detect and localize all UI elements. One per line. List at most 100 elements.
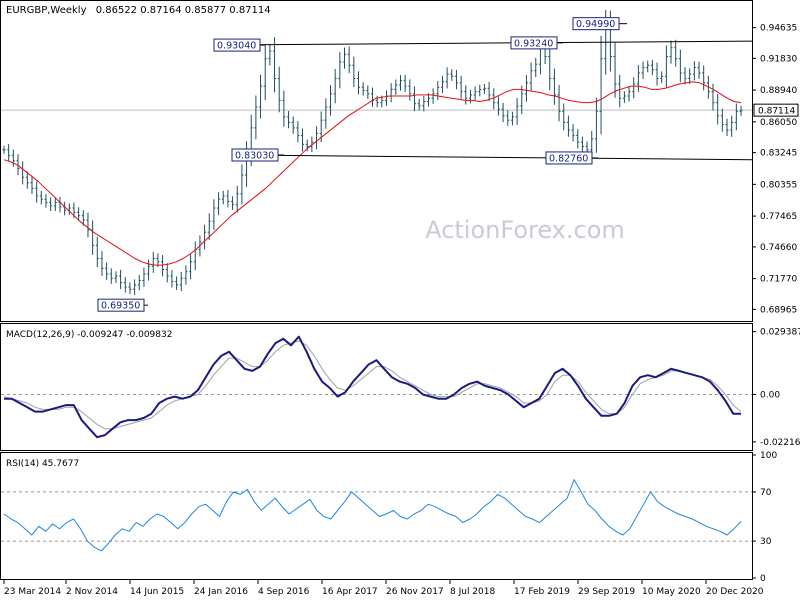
price-annotation-label: 0.93240 (514, 38, 553, 49)
price-bar (165, 263, 169, 283)
price-y-tick-label: 0.71770 (760, 275, 797, 285)
macd-line (4, 335, 741, 439)
price-bar (492, 88, 496, 110)
price-bar (548, 44, 552, 91)
price-annotation: 0.94990 (572, 17, 627, 31)
price-bar (123, 277, 127, 293)
watermark-text: ActionForex.com (425, 216, 625, 244)
price-layer: 0.93040 0.93240 0.94990 0.83030 0.82760 0.693… (1, 9, 753, 312)
price-bar (193, 241, 197, 271)
price-bar (100, 251, 104, 276)
price-bar (333, 68, 337, 104)
price-bar (175, 276, 179, 291)
price-bar (357, 71, 361, 95)
price-bar (207, 213, 211, 241)
price-bar (571, 124, 575, 142)
price-bar (273, 37, 277, 93)
price-bar (454, 69, 458, 90)
price-bar (189, 254, 193, 280)
price-bar (53, 197, 57, 211)
price-bar (398, 75, 402, 91)
price-bar (109, 268, 113, 284)
price-bar (371, 87, 374, 107)
price-bar (496, 96, 500, 116)
price-bar (21, 161, 25, 185)
price-bar (739, 105, 743, 116)
price-bar (44, 194, 48, 208)
price-bar (459, 75, 463, 99)
x-tick-label: 20 Dec 2020 (706, 587, 764, 597)
price-bar (277, 66, 281, 113)
price-bar (296, 121, 300, 143)
price-bar (226, 190, 230, 208)
price-y-tick-label: 0.68965 (760, 305, 797, 315)
price-bar (39, 190, 43, 205)
price-bar (16, 154, 20, 176)
rsi-layer: RSI(14) 45.7677 (1, 459, 752, 552)
rsi-y-tick-label: 30 (760, 537, 772, 547)
price-bar (506, 110, 510, 126)
price-bar (133, 279, 137, 295)
price-bar (664, 45, 668, 88)
price-bar (231, 196, 235, 210)
price-bar (552, 68, 556, 105)
price-annotation-box (231, 148, 279, 162)
price-bar (711, 83, 715, 111)
price-bar (678, 49, 682, 83)
price-bar (692, 61, 696, 81)
price-bar (2, 145, 6, 154)
price-bar (473, 86, 477, 101)
x-tick-label: 14 Jun 2015 (130, 587, 184, 597)
price-y-tick-label: 0.88940 (760, 86, 797, 96)
price-bar (408, 79, 412, 101)
price-bar (254, 95, 258, 140)
price-y-tick-label: 0.94635 (760, 24, 797, 34)
price-bar (720, 108, 724, 132)
macd-title: MACD(12,26,9) -0.009247 -0.009832 (6, 330, 172, 340)
price-bar (576, 129, 580, 149)
price-bar (445, 67, 449, 89)
price-bar (30, 176, 34, 195)
current-price-label: 0.87114 (758, 107, 795, 117)
price-annotation-box (572, 17, 620, 31)
price-bar (557, 85, 561, 122)
price-bar (184, 265, 188, 285)
x-tick-label: 26 Nov 2017 (386, 587, 444, 597)
x-tick-label: 8 Jul 2018 (450, 587, 495, 597)
price-annotation-label: 0.82760 (549, 153, 588, 164)
price-bar (343, 47, 347, 69)
price-bar (137, 274, 141, 291)
price-bar (58, 196, 62, 213)
price-bar (245, 141, 249, 187)
price-bar (301, 128, 305, 152)
moving-average-line (3, 81, 742, 266)
price-y-tick-label: 0.74660 (760, 243, 797, 253)
price-bar (305, 139, 309, 152)
x-tick-label: 23 Mar 2014 (4, 587, 61, 597)
current-price-box (753, 103, 799, 117)
price-bar (179, 271, 183, 292)
price-bar (674, 39, 678, 67)
price-bar (25, 171, 29, 189)
price-bar (487, 82, 491, 102)
price-bar (291, 116, 295, 134)
rsi-y-tick-label: 100 (760, 451, 777, 461)
price-bar (259, 74, 263, 119)
price-y-tick-label: 0.86050 (760, 118, 797, 128)
price-bar (725, 118, 729, 136)
price-annotation-box (510, 36, 558, 50)
price-bar (716, 93, 720, 125)
price-bar (95, 236, 99, 268)
price-bar (655, 62, 659, 86)
price-bar (697, 61, 701, 79)
x-tick-label: 4 Sep 2016 (258, 587, 310, 597)
axis-layer: 0.94635 0.91830 0.88940 0.86050 0.83245 0.803… (3, 24, 800, 597)
price-bar (412, 86, 416, 112)
price-bar (263, 44, 267, 100)
price-bar (618, 74, 622, 108)
price-bar (417, 98, 421, 111)
price-bar (347, 46, 351, 74)
rsi-panel-frame (0, 452, 753, 580)
